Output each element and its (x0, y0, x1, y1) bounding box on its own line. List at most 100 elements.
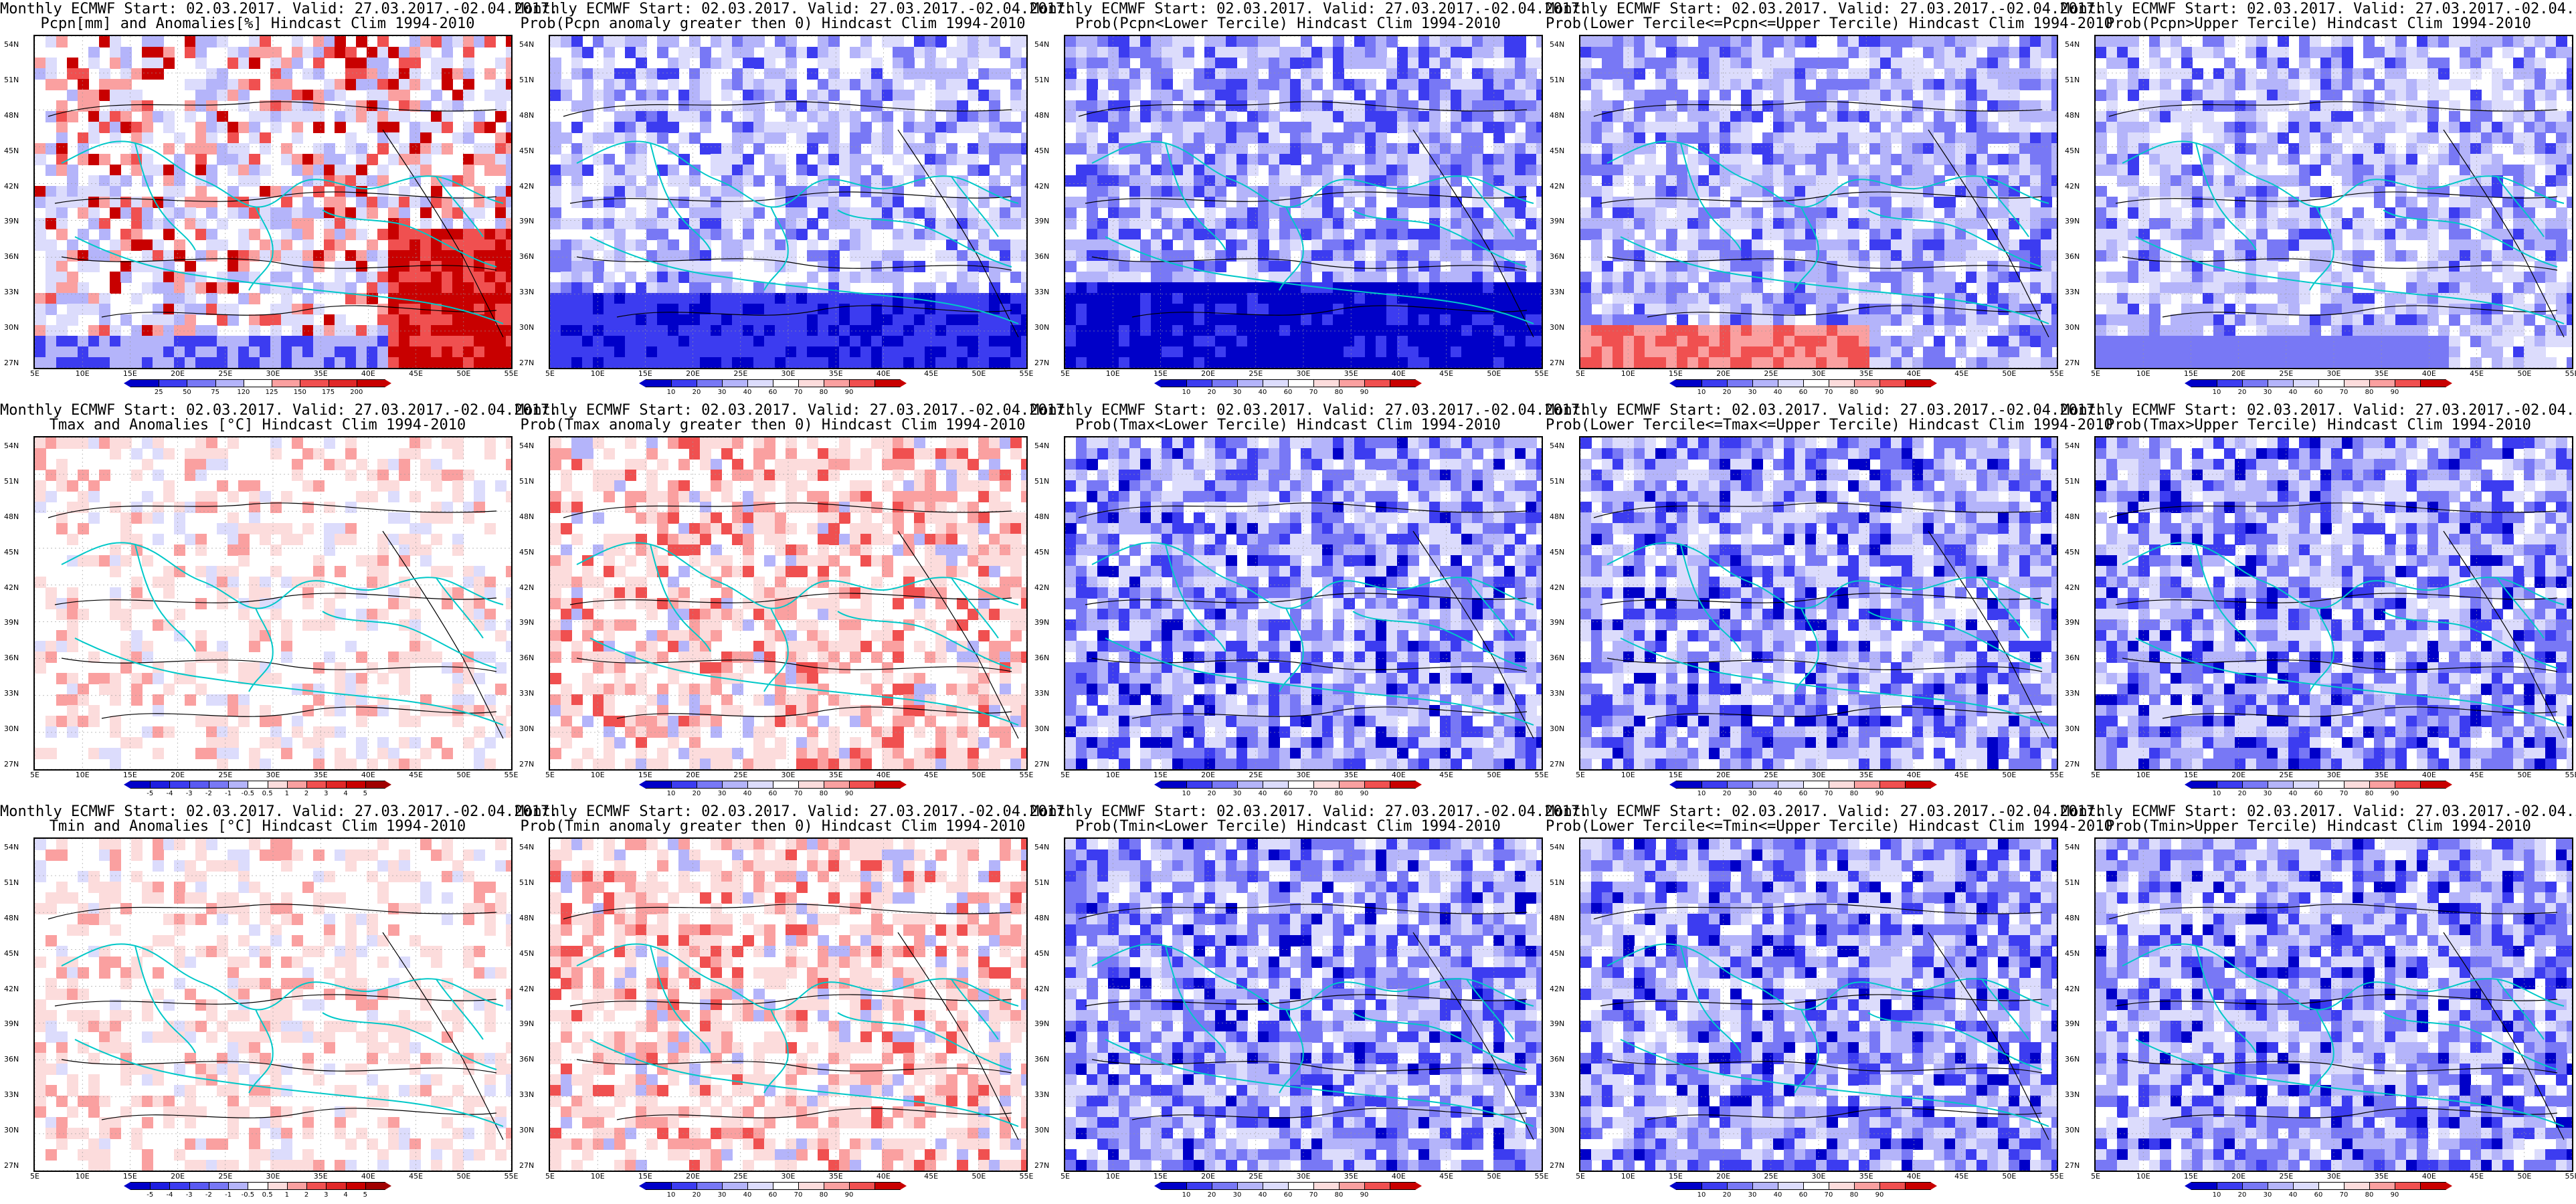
field-cell (1440, 357, 1451, 368)
field-cell (388, 357, 399, 368)
field-cell (313, 47, 325, 58)
field-cell (174, 207, 185, 219)
field-cell (2128, 68, 2139, 80)
field-cell (786, 111, 797, 122)
field-cell (796, 357, 808, 368)
field-cell (1955, 293, 1966, 304)
field-cell (452, 239, 464, 251)
field-cell (206, 175, 217, 187)
field-cell (989, 272, 1000, 283)
field-cell (420, 143, 432, 155)
field-cell (625, 79, 636, 90)
field-cell (270, 47, 282, 58)
colorbar-label: 10 (1182, 389, 1191, 396)
field-cell (786, 229, 797, 240)
field-cell (903, 143, 915, 155)
field-cell (1613, 357, 1624, 368)
field-cell (163, 122, 175, 133)
field-cell (914, 239, 925, 251)
field-cell (860, 175, 872, 187)
field-cell (753, 197, 765, 208)
field-cell (1902, 229, 1913, 240)
field-cell (2181, 47, 2193, 58)
field-cell (593, 261, 604, 272)
field-cell (356, 58, 367, 69)
field-cell (1912, 165, 1924, 176)
field-cell (668, 68, 679, 80)
field-cell (1784, 304, 1795, 315)
field-cell (711, 186, 722, 197)
field-cell (281, 261, 292, 272)
field-cell (442, 282, 453, 294)
field-cell (1087, 282, 1098, 294)
field-cell (1677, 36, 1688, 47)
field-cell (1162, 314, 1173, 326)
field-cell (195, 272, 207, 283)
field-cell (914, 357, 925, 368)
field-cell (2406, 79, 2417, 90)
field-cell (700, 325, 711, 336)
field-cell (593, 132, 604, 144)
field-cell (484, 90, 496, 101)
field-cell (2051, 36, 2057, 47)
field-cell (2041, 261, 2052, 272)
field-cell (1226, 36, 1237, 47)
field-cell (2363, 111, 2375, 122)
field-cell (571, 58, 583, 69)
field-cell (1880, 175, 1892, 187)
field-cell (1848, 68, 1859, 80)
field-cell (1912, 197, 1924, 208)
field-cell (1076, 197, 1087, 208)
field-cell (2019, 304, 2031, 315)
field-cell (828, 272, 840, 283)
field-cell (88, 325, 100, 336)
field-cell (1987, 100, 1999, 112)
field-cell (1021, 90, 1026, 101)
field-cell (1344, 122, 1355, 133)
field-cell (689, 218, 701, 229)
field-cell (1076, 336, 1087, 347)
field-cell (1129, 197, 1141, 208)
field-cell (463, 132, 474, 144)
field-cell (1010, 58, 1022, 69)
field-cell (195, 304, 207, 315)
field-cell (1365, 175, 1376, 187)
coastline (1606, 140, 2049, 324)
field-cell (1204, 293, 1216, 304)
field-cell (56, 293, 68, 304)
field-cell (99, 175, 110, 187)
field-cell (1515, 58, 1526, 69)
field-cell (1162, 250, 1173, 262)
field-cell (1440, 58, 1451, 69)
field-cell (1065, 250, 1077, 262)
field-cell (367, 325, 378, 336)
field-cell (989, 111, 1000, 122)
field-cell (1934, 357, 1945, 368)
field-cell (1741, 143, 1752, 155)
field-cell (2395, 68, 2407, 80)
field-cell (345, 47, 357, 58)
field-cell (1741, 90, 1752, 101)
field-cell (1204, 229, 1216, 240)
field-cell (1440, 165, 1451, 176)
field-cell (1365, 314, 1376, 326)
field-cell (185, 357, 196, 368)
field-cell (646, 282, 658, 294)
field-cell (2395, 47, 2407, 58)
field-cell (1966, 250, 1977, 262)
field-cell (1108, 336, 1119, 347)
field-cell (1891, 346, 1902, 358)
field-cell (1602, 154, 1613, 165)
field-cell (356, 207, 367, 219)
field-cell (1998, 100, 2009, 112)
field-cell (1451, 154, 1462, 165)
field-cell (1376, 229, 1387, 240)
field-cell (2353, 68, 2364, 80)
field-cell (1162, 36, 1173, 47)
field-cell (2009, 186, 2020, 197)
field-cell (292, 122, 303, 133)
field-cell (1183, 218, 1194, 229)
field-cell (2041, 100, 2052, 112)
field-cell (978, 68, 990, 80)
field-cell (249, 272, 260, 283)
